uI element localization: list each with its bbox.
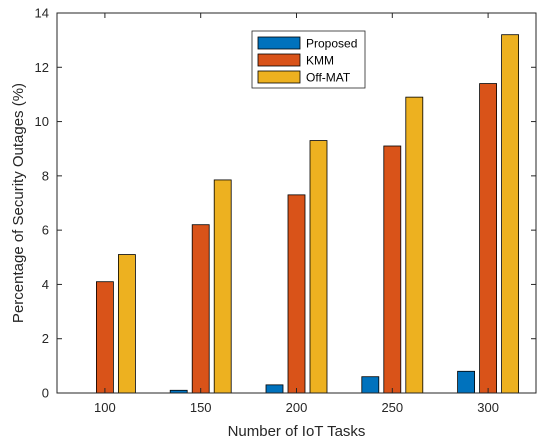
legend-label-proposed: Proposed (306, 37, 357, 51)
bars (96, 34, 520, 394)
bar-proposed-200 (265, 384, 284, 394)
y-axis-title: Percentage of Security Outages (%) (10, 83, 27, 323)
x-tick-label: 200 (286, 400, 308, 415)
y-tick-label: 14 (35, 6, 49, 21)
bar-kmm-150 (191, 224, 210, 394)
y-tick-label: 12 (35, 60, 49, 75)
legend-label-kmm: KMM (306, 54, 334, 68)
bar-kmm-250 (383, 145, 402, 394)
legend-swatch-off-mat (257, 70, 301, 84)
bar-proposed-250 (361, 376, 380, 394)
bar-off-mat-150 (213, 179, 232, 394)
bar-off-mat-300 (501, 34, 520, 394)
y-tick-label: 0 (42, 386, 49, 401)
bar-kmm-100 (96, 281, 114, 394)
y-tick-label: 6 (42, 223, 49, 238)
ticks: 0 2 4 6 8 10 12 14 100 150 200 250 300 (35, 6, 536, 415)
y-tick-label: 4 (42, 277, 49, 292)
legend-swatch-proposed (257, 36, 301, 50)
y-tick-label: 8 (42, 168, 49, 183)
bar-off-mat-100 (118, 254, 136, 394)
x-axis-title: Number of IoT Tasks (228, 423, 366, 440)
x-tick-label: 250 (381, 400, 403, 415)
legend-swatch-kmm (257, 53, 301, 67)
legend-label-off-mat: Off-MAT (306, 71, 351, 85)
bar-proposed-300 (457, 370, 476, 394)
x-tick-label: 150 (190, 400, 212, 415)
bar-off-mat-200 (309, 140, 328, 394)
legend: Proposed KMM Off-MAT (251, 30, 366, 89)
bar-off-mat-250 (405, 96, 424, 394)
bar-kmm-300 (479, 83, 498, 394)
x-tick-label: 100 (94, 400, 116, 415)
x-tick-label: 300 (477, 400, 499, 415)
bar-kmm-200 (287, 194, 306, 394)
y-tick-label: 10 (35, 114, 49, 129)
y-tick-label: 2 (42, 331, 49, 346)
